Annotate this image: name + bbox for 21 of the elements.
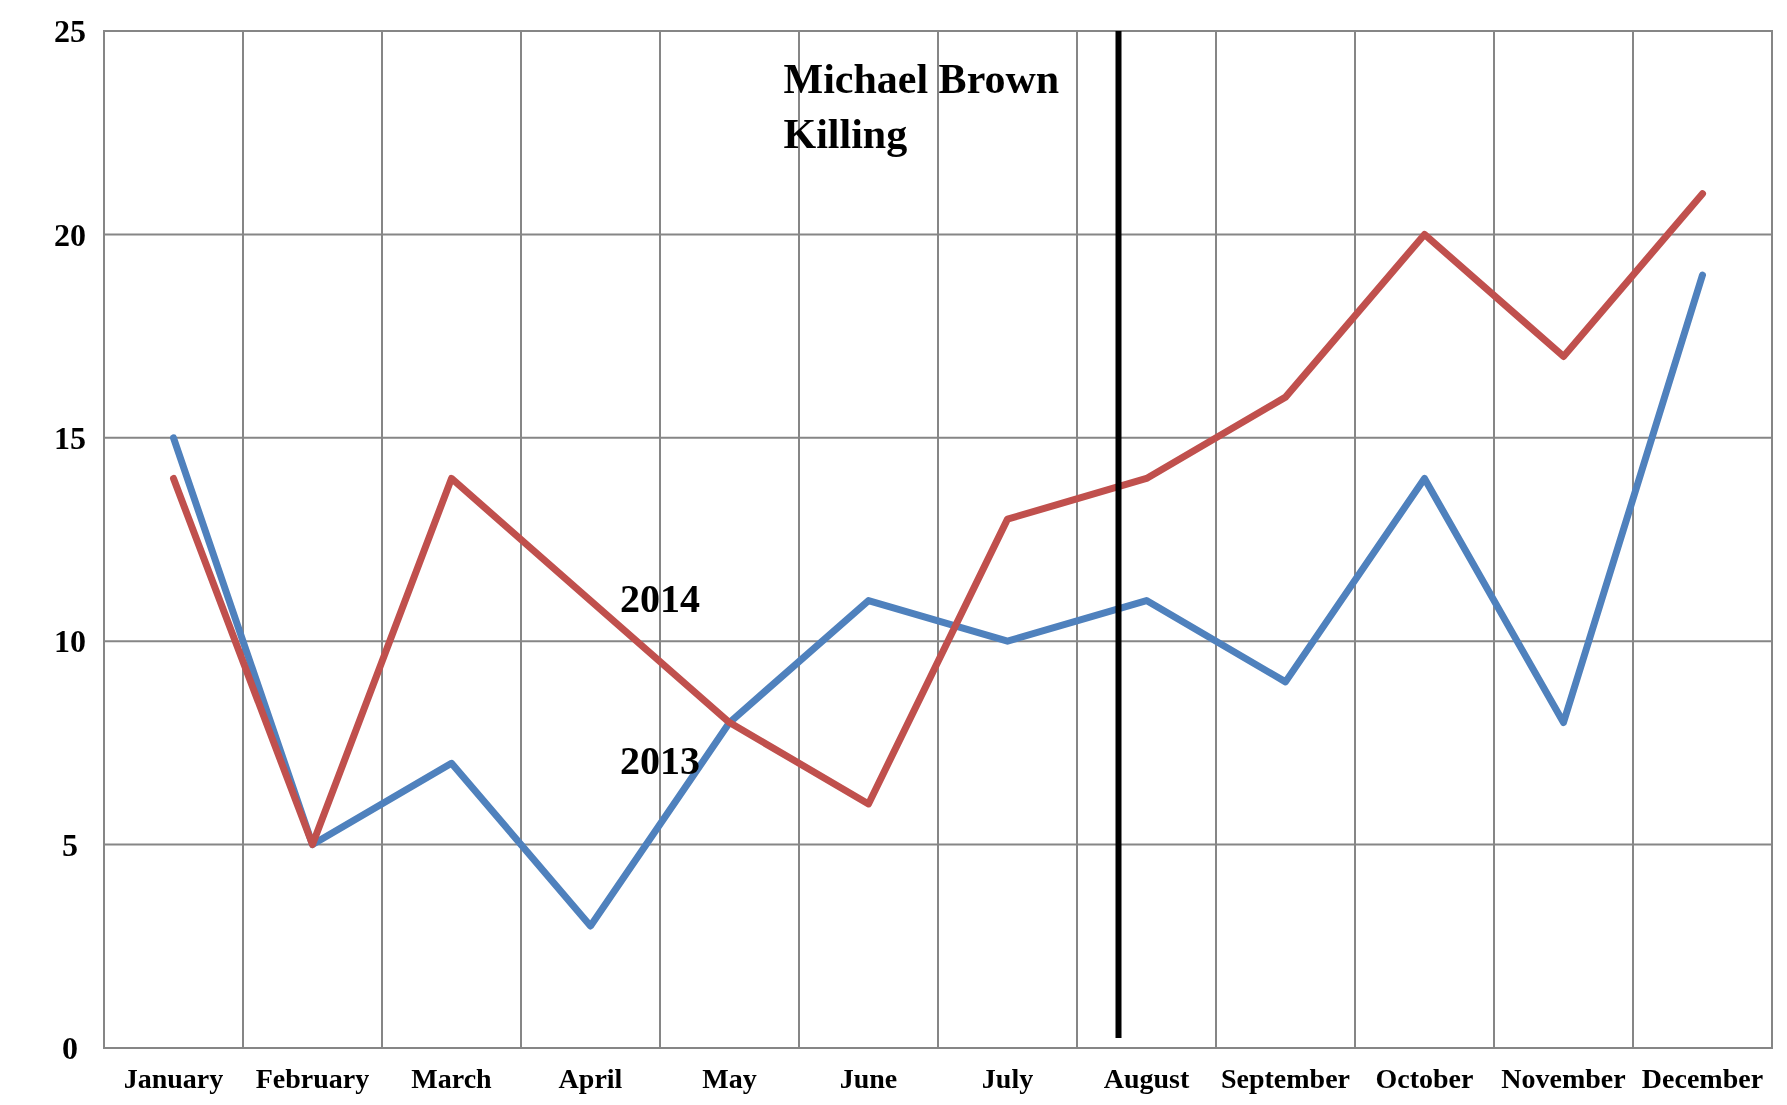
y-tick-label: 5	[62, 826, 78, 863]
x-tick-label: August	[1103, 1063, 1190, 1094]
x-tick-label: November	[1501, 1063, 1626, 1094]
x-tick-label: October	[1375, 1063, 1474, 1094]
x-tick-label: May	[702, 1063, 757, 1094]
x-tick-label: June	[839, 1063, 898, 1094]
y-tick-label: 10	[54, 623, 86, 660]
y-tick-label: 20	[54, 216, 86, 253]
y-tick-label: 25	[54, 13, 86, 50]
y-tick-label: 15	[54, 420, 86, 456]
x-tick-label: September	[1220, 1063, 1351, 1094]
x-tick-label: July	[981, 1063, 1034, 1094]
series-label: 2014	[620, 575, 700, 621]
series-label: 2013	[620, 738, 700, 784]
x-tick-label: January	[123, 1063, 224, 1094]
y-tick-label: 0	[62, 1030, 78, 1067]
x-tick-label: March	[411, 1063, 493, 1094]
x-tick-label: April	[558, 1063, 623, 1094]
x-tick-label: December	[1641, 1063, 1764, 1094]
x-tick-label: February	[255, 1063, 370, 1094]
ref-line-label: Michael Brown Killing	[783, 56, 1060, 157]
